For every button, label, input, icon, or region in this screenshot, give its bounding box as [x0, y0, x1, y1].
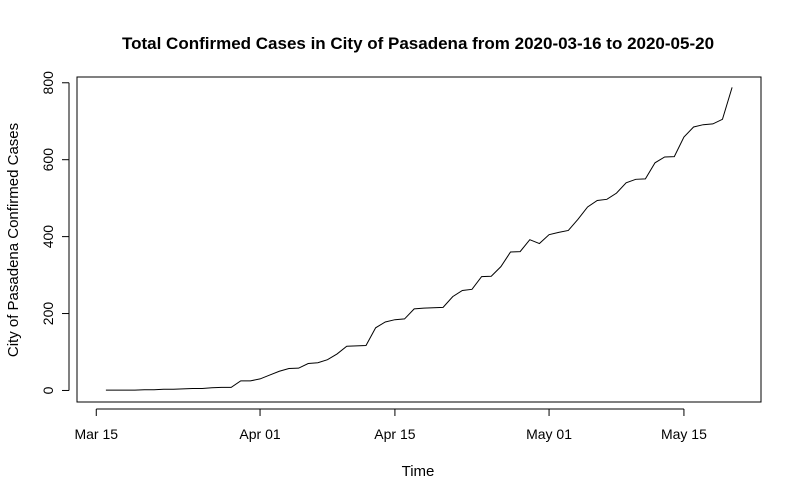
y-tick-label: 600 — [40, 148, 56, 172]
y-tick-label: 200 — [40, 302, 56, 326]
x-tick-label: May 15 — [661, 426, 707, 442]
y-tick-label: 800 — [40, 71, 56, 95]
y-axis: 0 200 400 600 800 — [40, 71, 70, 394]
series-layer — [105, 87, 733, 391]
plot-frame — [76, 76, 762, 403]
x-tick-label: Apr 01 — [239, 426, 280, 442]
y-tick-label: 400 — [40, 225, 56, 249]
x-tick-label: Apr 15 — [374, 426, 415, 442]
chart-title: Total Confirmed Cases in City of Pasaden… — [122, 34, 714, 53]
x-axis-label: Time — [402, 463, 435, 480]
x-tick-label: May 01 — [526, 426, 572, 442]
x-tick-label: Mar 15 — [74, 426, 118, 442]
series-line — [105, 87, 733, 391]
y-tick-label: 0 — [40, 386, 56, 394]
x-axis: Mar 15 Apr 01 Apr 15 May 01 May 15 — [74, 408, 707, 442]
y-axis-label: City of Pasadena Confirmed Cases — [5, 123, 22, 357]
